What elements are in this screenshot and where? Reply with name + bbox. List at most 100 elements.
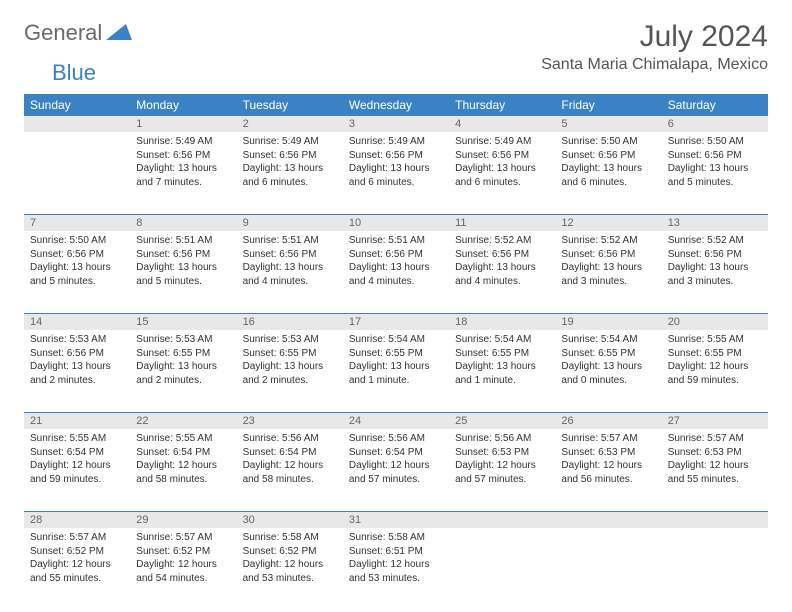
- day-number: 19: [555, 314, 661, 331]
- day-number: 4: [449, 116, 555, 132]
- day-number: [662, 512, 768, 529]
- day-cell: Sunrise: 5:55 AMSunset: 6:55 PMDaylight:…: [662, 330, 768, 413]
- day-cell: Sunrise: 5:51 AMSunset: 6:56 PMDaylight:…: [343, 231, 449, 314]
- day-cell: Sunrise: 5:50 AMSunset: 6:56 PMDaylight:…: [662, 132, 768, 215]
- daynum-row: 14151617181920: [24, 314, 768, 331]
- day-cell: [24, 132, 130, 215]
- day-content: Sunrise: 5:49 AMSunset: 6:56 PMDaylight:…: [130, 132, 236, 195]
- day-number: 3: [343, 116, 449, 132]
- weekday-header: Friday: [555, 94, 661, 116]
- day-cell: Sunrise: 5:57 AMSunset: 6:52 PMDaylight:…: [24, 528, 130, 610]
- day-content: Sunrise: 5:51 AMSunset: 6:56 PMDaylight:…: [130, 231, 236, 294]
- day-number: 22: [130, 413, 236, 430]
- day-cell: Sunrise: 5:52 AMSunset: 6:56 PMDaylight:…: [555, 231, 661, 314]
- month-title: July 2024: [541, 20, 768, 54]
- title-block: July 2024 Santa Maria Chimalapa, Mexico: [541, 20, 768, 74]
- day-number: 28: [24, 512, 130, 529]
- location: Santa Maria Chimalapa, Mexico: [541, 56, 768, 74]
- day-number: 23: [237, 413, 343, 430]
- day-cell: Sunrise: 5:51 AMSunset: 6:56 PMDaylight:…: [130, 231, 236, 314]
- day-content: Sunrise: 5:53 AMSunset: 6:56 PMDaylight:…: [24, 330, 130, 393]
- day-number: 27: [662, 413, 768, 430]
- day-content: Sunrise: 5:50 AMSunset: 6:56 PMDaylight:…: [555, 132, 661, 195]
- day-number: 8: [130, 215, 236, 232]
- day-cell: Sunrise: 5:58 AMSunset: 6:52 PMDaylight:…: [237, 528, 343, 610]
- day-content: Sunrise: 5:52 AMSunset: 6:56 PMDaylight:…: [662, 231, 768, 294]
- day-number: 15: [130, 314, 236, 331]
- day-number: 30: [237, 512, 343, 529]
- day-number: [449, 512, 555, 529]
- week-row: Sunrise: 5:57 AMSunset: 6:52 PMDaylight:…: [24, 528, 768, 610]
- day-number: 11: [449, 215, 555, 232]
- day-cell: Sunrise: 5:56 AMSunset: 6:54 PMDaylight:…: [237, 429, 343, 512]
- day-content: Sunrise: 5:50 AMSunset: 6:56 PMDaylight:…: [24, 231, 130, 294]
- day-number: 6: [662, 116, 768, 132]
- day-cell: Sunrise: 5:49 AMSunset: 6:56 PMDaylight:…: [343, 132, 449, 215]
- day-number: 1: [130, 116, 236, 132]
- day-number: 17: [343, 314, 449, 331]
- weekday-header: Monday: [130, 94, 236, 116]
- day-cell: Sunrise: 5:57 AMSunset: 6:53 PMDaylight:…: [662, 429, 768, 512]
- day-content: Sunrise: 5:55 AMSunset: 6:55 PMDaylight:…: [662, 330, 768, 393]
- day-content: Sunrise: 5:56 AMSunset: 6:54 PMDaylight:…: [237, 429, 343, 492]
- weekday-header-row: Sunday Monday Tuesday Wednesday Thursday…: [24, 94, 768, 116]
- day-cell: Sunrise: 5:56 AMSunset: 6:54 PMDaylight:…: [343, 429, 449, 512]
- daynum-row: 78910111213: [24, 215, 768, 232]
- day-cell: Sunrise: 5:50 AMSunset: 6:56 PMDaylight:…: [24, 231, 130, 314]
- day-cell: Sunrise: 5:51 AMSunset: 6:56 PMDaylight:…: [237, 231, 343, 314]
- day-content: Sunrise: 5:52 AMSunset: 6:56 PMDaylight:…: [449, 231, 555, 294]
- day-content: Sunrise: 5:49 AMSunset: 6:56 PMDaylight:…: [237, 132, 343, 195]
- day-number: 10: [343, 215, 449, 232]
- day-content: Sunrise: 5:53 AMSunset: 6:55 PMDaylight:…: [237, 330, 343, 393]
- day-content: Sunrise: 5:58 AMSunset: 6:51 PMDaylight:…: [343, 528, 449, 591]
- weekday-header: Wednesday: [343, 94, 449, 116]
- day-content: Sunrise: 5:54 AMSunset: 6:55 PMDaylight:…: [555, 330, 661, 393]
- logo-triangle-icon: [106, 22, 132, 45]
- day-cell: Sunrise: 5:49 AMSunset: 6:56 PMDaylight:…: [449, 132, 555, 215]
- day-number: 18: [449, 314, 555, 331]
- day-number: 5: [555, 116, 661, 132]
- day-content: Sunrise: 5:53 AMSunset: 6:55 PMDaylight:…: [130, 330, 236, 393]
- day-number: 9: [237, 215, 343, 232]
- day-cell: Sunrise: 5:50 AMSunset: 6:56 PMDaylight:…: [555, 132, 661, 215]
- day-number: 29: [130, 512, 236, 529]
- day-cell: Sunrise: 5:56 AMSunset: 6:53 PMDaylight:…: [449, 429, 555, 512]
- day-cell: Sunrise: 5:53 AMSunset: 6:56 PMDaylight:…: [24, 330, 130, 413]
- day-content: Sunrise: 5:55 AMSunset: 6:54 PMDaylight:…: [24, 429, 130, 492]
- day-cell: Sunrise: 5:55 AMSunset: 6:54 PMDaylight:…: [130, 429, 236, 512]
- day-content: Sunrise: 5:56 AMSunset: 6:54 PMDaylight:…: [343, 429, 449, 492]
- logo: General: [24, 20, 134, 46]
- day-cell: Sunrise: 5:54 AMSunset: 6:55 PMDaylight:…: [343, 330, 449, 413]
- weekday-header: Saturday: [662, 94, 768, 116]
- day-cell: Sunrise: 5:52 AMSunset: 6:56 PMDaylight:…: [662, 231, 768, 314]
- day-content: Sunrise: 5:51 AMSunset: 6:56 PMDaylight:…: [343, 231, 449, 294]
- day-cell: [662, 528, 768, 610]
- day-cell: Sunrise: 5:57 AMSunset: 6:52 PMDaylight:…: [130, 528, 236, 610]
- day-cell: [449, 528, 555, 610]
- week-row: Sunrise: 5:53 AMSunset: 6:56 PMDaylight:…: [24, 330, 768, 413]
- day-number: [24, 116, 130, 132]
- day-cell: Sunrise: 5:58 AMSunset: 6:51 PMDaylight:…: [343, 528, 449, 610]
- day-cell: Sunrise: 5:54 AMSunset: 6:55 PMDaylight:…: [555, 330, 661, 413]
- day-cell: Sunrise: 5:55 AMSunset: 6:54 PMDaylight:…: [24, 429, 130, 512]
- day-content: Sunrise: 5:57 AMSunset: 6:52 PMDaylight:…: [130, 528, 236, 591]
- week-row: Sunrise: 5:50 AMSunset: 6:56 PMDaylight:…: [24, 231, 768, 314]
- calendar-table: Sunday Monday Tuesday Wednesday Thursday…: [24, 94, 768, 610]
- day-number: 31: [343, 512, 449, 529]
- day-content: Sunrise: 5:56 AMSunset: 6:53 PMDaylight:…: [449, 429, 555, 492]
- day-content: Sunrise: 5:57 AMSunset: 6:53 PMDaylight:…: [662, 429, 768, 492]
- day-number: 14: [24, 314, 130, 331]
- day-number: 13: [662, 215, 768, 232]
- day-number: 24: [343, 413, 449, 430]
- logo-text-general: General: [24, 20, 102, 46]
- weekday-header: Sunday: [24, 94, 130, 116]
- week-row: Sunrise: 5:55 AMSunset: 6:54 PMDaylight:…: [24, 429, 768, 512]
- day-number: 12: [555, 215, 661, 232]
- day-content: Sunrise: 5:51 AMSunset: 6:56 PMDaylight:…: [237, 231, 343, 294]
- day-content: Sunrise: 5:49 AMSunset: 6:56 PMDaylight:…: [343, 132, 449, 195]
- day-content: Sunrise: 5:54 AMSunset: 6:55 PMDaylight:…: [449, 330, 555, 393]
- day-cell: Sunrise: 5:53 AMSunset: 6:55 PMDaylight:…: [130, 330, 236, 413]
- day-content: Sunrise: 5:50 AMSunset: 6:56 PMDaylight:…: [662, 132, 768, 195]
- day-cell: Sunrise: 5:52 AMSunset: 6:56 PMDaylight:…: [449, 231, 555, 314]
- day-number: 26: [555, 413, 661, 430]
